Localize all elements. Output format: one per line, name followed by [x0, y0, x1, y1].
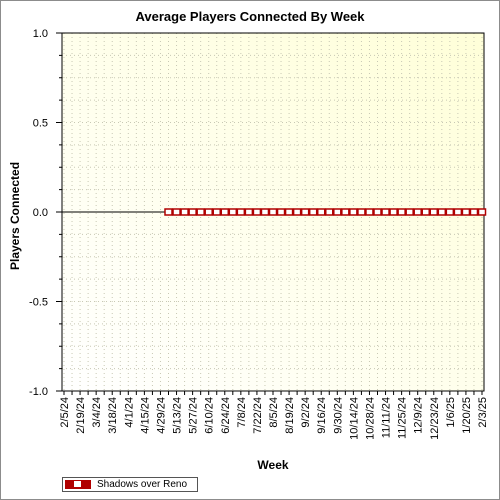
data-point [228, 208, 238, 216]
x-tick-label: 5/13/24 [172, 397, 184, 434]
data-point [365, 208, 374, 216]
x-tick-label: 11/25/24 [397, 397, 409, 439]
x-tick-label: 7/8/24 [236, 397, 248, 428]
y-tick-label: 0.5 [33, 118, 48, 130]
data-point [252, 208, 262, 216]
x-tick-label: 8/5/24 [268, 397, 280, 428]
x-tick-label: 11/11/24 [381, 397, 393, 438]
x-tick-labels: 2/5/24 2/19/24 3/4/24 3/18/24 4/1/24 4/15/24 4… [59, 397, 489, 440]
x-tick-label: 9/2/24 [300, 397, 312, 428]
data-point [429, 208, 439, 216]
data-point [308, 208, 318, 216]
y-tick-label: 1.0 [33, 28, 48, 40]
x-tick-label: 10/28/24 [364, 397, 376, 440]
data-point [188, 208, 197, 216]
data-point [172, 208, 181, 216]
x-tick-label: 10/14/24 [348, 397, 360, 440]
data-point [212, 208, 221, 216]
data-point [284, 208, 294, 216]
legend-series-label: Shadows over Reno [97, 479, 188, 490]
x-tick-label: 8/19/24 [284, 397, 296, 434]
y-tick-label: -0.5 [29, 297, 48, 309]
x-tick-label: 3/4/24 [91, 397, 103, 428]
series-layer [164, 208, 487, 216]
y-tick-label: -1.0 [29, 386, 48, 398]
legend-swatch [65, 480, 91, 489]
data-point [405, 208, 414, 216]
x-tick-label: 4/15/24 [139, 397, 151, 434]
x-tick-label: 5/27/24 [188, 397, 200, 434]
data-point [164, 208, 173, 216]
x-tick-label: 3/18/24 [107, 397, 119, 434]
x-tick-label: 1/6/25 [445, 397, 457, 428]
y-axis-label: Players Connected [8, 162, 22, 270]
x-tick-label: 4/29/24 [155, 397, 167, 434]
data-point [316, 208, 326, 216]
data-point [244, 208, 254, 216]
x-tick-label: 12/9/24 [413, 397, 425, 434]
data-point [373, 208, 382, 216]
x-tick-label: 2/5/24 [59, 397, 71, 428]
data-point [341, 208, 350, 216]
y-tick-label: 0.0 [33, 207, 48, 219]
data-point [292, 208, 302, 216]
chart-title: Average Players Connected By Week [135, 9, 365, 24]
data-point [180, 208, 189, 216]
data-point [397, 208, 406, 216]
data-point [445, 208, 455, 216]
y-tick-labels: 1.0 0.5 0.0 -0.5 -1.0 [29, 28, 48, 398]
data-point [204, 208, 213, 216]
x-tick-label: 1/20/25 [461, 397, 473, 434]
data-point [260, 208, 270, 216]
x-tick-label: 6/24/24 [220, 397, 232, 434]
x-tick-label: 2/19/24 [75, 397, 87, 434]
x-tick-label: 6/10/24 [204, 397, 216, 434]
x-tick-label: 9/30/24 [332, 397, 344, 434]
data-point [461, 208, 471, 216]
data-point [421, 208, 430, 216]
x-axis-label: Week [257, 458, 288, 472]
data-point [357, 208, 366, 216]
data-point [413, 208, 422, 216]
data-point [333, 208, 342, 216]
x-tick-label: 12/23/24 [429, 397, 441, 440]
data-point [477, 208, 487, 216]
x-tick-label: 4/1/24 [123, 397, 135, 428]
data-point [469, 208, 479, 216]
data-point [325, 208, 334, 216]
x-tick-label: 2/3/25 [477, 397, 489, 428]
data-point [196, 208, 205, 216]
data-point [268, 208, 278, 216]
data-point [381, 208, 390, 216]
data-point [349, 208, 358, 216]
x-tick-label: 7/22/24 [252, 397, 264, 434]
data-point [453, 208, 463, 216]
data-point [300, 208, 310, 216]
data-point [389, 208, 398, 216]
data-point [220, 208, 230, 216]
legend: Shadows over Reno [62, 477, 198, 492]
data-point [236, 208, 246, 216]
data-point [437, 208, 447, 216]
x-tick-label: 9/16/24 [316, 397, 328, 434]
data-point [276, 208, 286, 216]
